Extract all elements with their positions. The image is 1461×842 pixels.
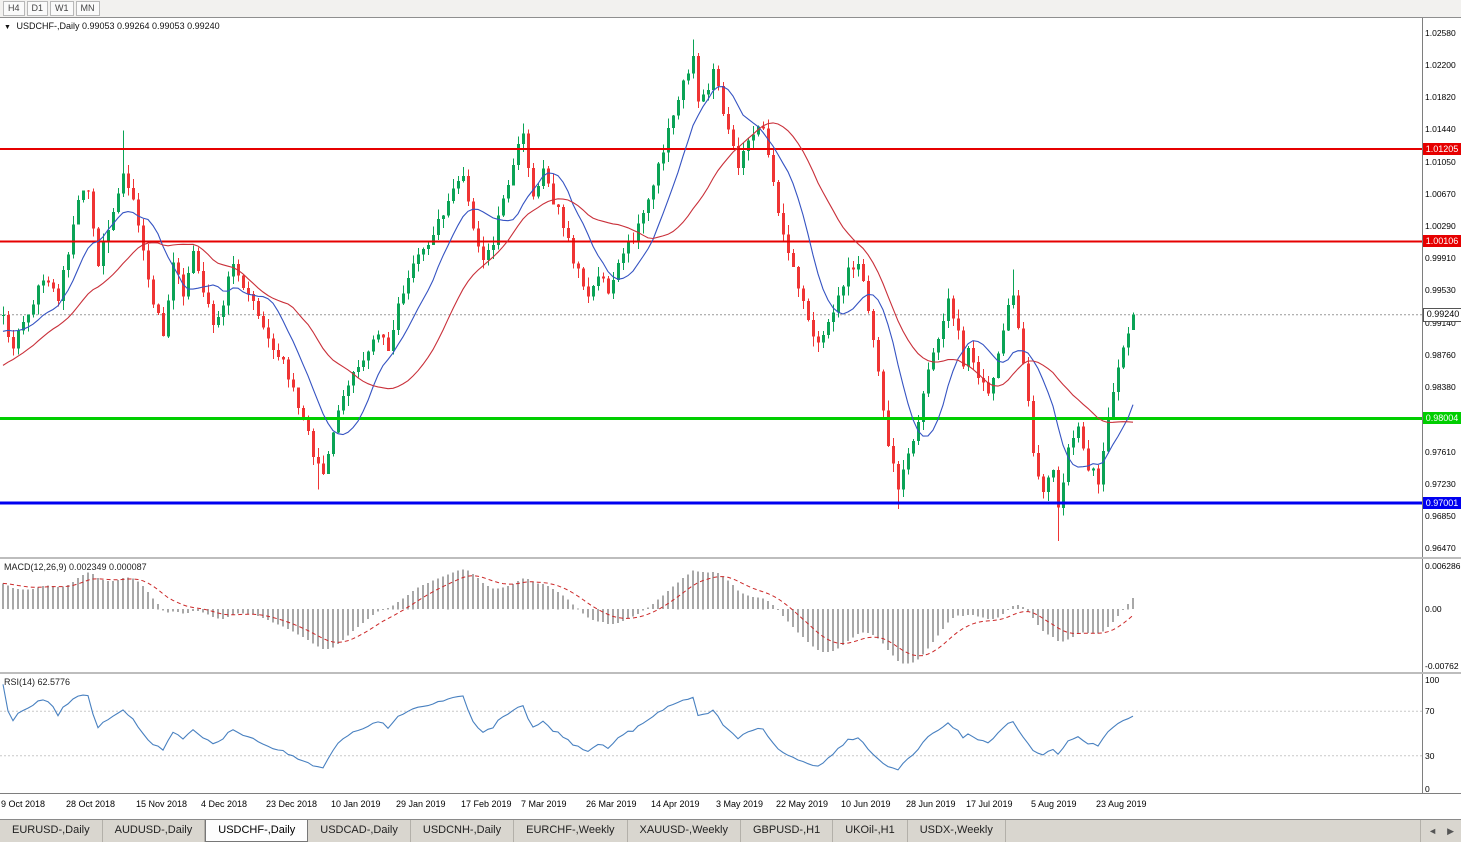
- hline-0.97001[interactable]: [0, 501, 1422, 505]
- tab-xauusd-weekly[interactable]: XAUUSD-,Weekly: [628, 820, 741, 842]
- tab-eurusd-daily[interactable]: EURUSD-,Daily: [0, 820, 103, 842]
- rsi-chart[interactable]: [0, 674, 1422, 793]
- hline-0.98004[interactable]: [0, 416, 1422, 420]
- date-tick: 7 Mar 2019: [521, 799, 567, 809]
- tab-usdcnh-daily[interactable]: USDCNH-,Daily: [411, 820, 515, 842]
- date-tick: 29 Jan 2019: [396, 799, 446, 809]
- date-tick: 17 Feb 2019: [461, 799, 512, 809]
- price-tick: 0.98760: [1425, 349, 1456, 360]
- date-tick: 10 Jan 2019: [331, 799, 381, 809]
- tab-eurchf-weekly[interactable]: EURCHF-,Weekly: [514, 820, 628, 842]
- symbol-name: USDCHF-,Daily: [16, 21, 80, 31]
- macd-signal-line: [2, 575, 1134, 657]
- date-tick: 23 Dec 2018: [266, 799, 318, 809]
- tab-gbpusd-h1[interactable]: GBPUSD-,H1: [741, 820, 834, 842]
- date-tick: 14 Apr 2019: [651, 799, 700, 809]
- tab-usdx-weekly[interactable]: USDX-,Weekly: [908, 820, 1006, 842]
- macd-indicator-label: MACD(12,26,9) 0.002349 0.000087: [4, 562, 147, 572]
- date-tick: 5 Aug 2019: [1031, 799, 1077, 809]
- level-price-label: 1.01205: [1423, 142, 1461, 155]
- date-tick: 3 May 2019: [716, 799, 764, 809]
- tabs-scroll-right-icon[interactable]: ▶: [1447, 825, 1454, 836]
- price-tick: 0.99140: [1425, 317, 1456, 328]
- price-tick: 1.01820: [1425, 92, 1456, 102]
- candles-layer: [0, 39, 1422, 541]
- price-tick: 0.98380: [1425, 381, 1456, 392]
- macd-chart[interactable]: [0, 559, 1422, 672]
- price-tick: 0.96470: [1425, 542, 1456, 553]
- rsi-line: [2, 684, 1134, 771]
- date-tick: 28 Oct 2018: [66, 799, 116, 809]
- price-tick: 1.01050: [1425, 156, 1456, 167]
- rsi-tick: 0: [1425, 784, 1430, 794]
- ohlc-values: 0.99053 0.99264 0.99053 0.99240: [81, 21, 220, 31]
- timeframe-w1-button[interactable]: W1: [50, 1, 74, 16]
- price-tick: 1.00670: [1425, 188, 1456, 199]
- tabs-scroll-left-icon[interactable]: ◄: [1428, 826, 1438, 836]
- date-tick: 17 Jul 2019: [966, 799, 1013, 809]
- date-tick: 4 Dec 2018: [201, 799, 248, 809]
- price-tick: 0.97610: [1425, 446, 1456, 457]
- rsi-tick: 100: [1425, 675, 1440, 685]
- hline-1.00106[interactable]: [0, 240, 1422, 243]
- rsi-tick: 70: [1425, 706, 1435, 717]
- tab-ukoil-h1[interactable]: UKOil-,H1: [833, 820, 908, 842]
- level-price-label: 0.98004: [1423, 412, 1461, 425]
- candlestick-chart[interactable]: [0, 17, 1422, 557]
- timeframe-d1-button[interactable]: D1: [26, 1, 49, 16]
- price-tick: 0.99910: [1425, 252, 1456, 263]
- macd-tick: 0.006286: [1425, 561, 1461, 571]
- price-tick: 1.02580: [1425, 28, 1456, 38]
- price-tick: 0.97230: [1425, 478, 1456, 489]
- date-tick: 10 Jun 2019: [841, 799, 891, 809]
- tab-audusd-daily[interactable]: AUDUSD-,Daily: [103, 820, 206, 842]
- price-tick: 1.02200: [1425, 60, 1456, 70]
- rsi-indicator-label: RSI(14) 62.5776: [4, 677, 71, 687]
- timeframe-h4-button[interactable]: H4: [3, 1, 25, 16]
- tabs-scroll-controls: ◄ ▶: [1420, 820, 1461, 842]
- current-price-label: 0.99240: [1423, 308, 1461, 323]
- price-tick: 1.01440: [1425, 124, 1456, 134]
- date-tick: 22 May 2019: [776, 799, 829, 809]
- price-axis[interactable]: 1.02580 1.02200 1.01820 1.01440 1.01050 1.006…: [1423, 17, 1461, 794]
- macd-tick: -0.00762: [1425, 660, 1459, 671]
- macd-tick: 0.00: [1425, 604, 1442, 615]
- date-axis-separator: [0, 793, 1461, 794]
- ma-25-line: [2, 122, 1134, 423]
- date-tick: 9 Oct 2018: [1, 799, 46, 809]
- pane-divider[interactable]: [0, 557, 1461, 559]
- macd-histogram: [2, 569, 1134, 664]
- price-tick: 0.99530: [1425, 284, 1456, 295]
- rsi-tick: 30: [1425, 750, 1435, 761]
- date-tick: 15 Nov 2018: [136, 799, 188, 809]
- tab-usdchf-daily[interactable]: USDCHF-,Daily: [205, 820, 309, 842]
- tab-usdcad-daily[interactable]: USDCAD-,Daily: [308, 820, 411, 842]
- price-tick: 1.00290: [1425, 220, 1456, 231]
- timeframe-mn-button[interactable]: MN: [75, 1, 100, 16]
- price-axis-separator: [1422, 17, 1423, 793]
- pane-divider[interactable]: [0, 672, 1461, 674]
- date-tick: 23 Aug 2019: [1096, 799, 1147, 809]
- date-tick: 28 Jun 2019: [906, 799, 956, 809]
- hline-1.01205[interactable]: [0, 147, 1422, 150]
- level-price-label: 0.97001: [1423, 496, 1461, 509]
- level-price-label: 1.00106: [1423, 235, 1461, 248]
- date-axis[interactable]: 9 Oct 2018 28 Oct 2018 15 Nov 2018 4 Dec 20…: [0, 794, 1461, 819]
- price-tick: 0.96850: [1425, 510, 1456, 521]
- chart-tabs-bar: EURUSD-,Daily AUDUSD-,Daily USDCHF-,Daily U…: [0, 819, 1461, 842]
- timeframe-toolbar: H4 D1 W1 MN: [0, 0, 1461, 18]
- date-tick: 26 Mar 2019: [586, 799, 637, 809]
- chart-menu-icon[interactable]: ▼: [4, 24, 11, 31]
- symbol-ohlc-label: ▼ USDCHF-,Daily 0.99053 0.99264 0.99053 …: [4, 21, 220, 31]
- ma-10-line: [2, 86, 1134, 468]
